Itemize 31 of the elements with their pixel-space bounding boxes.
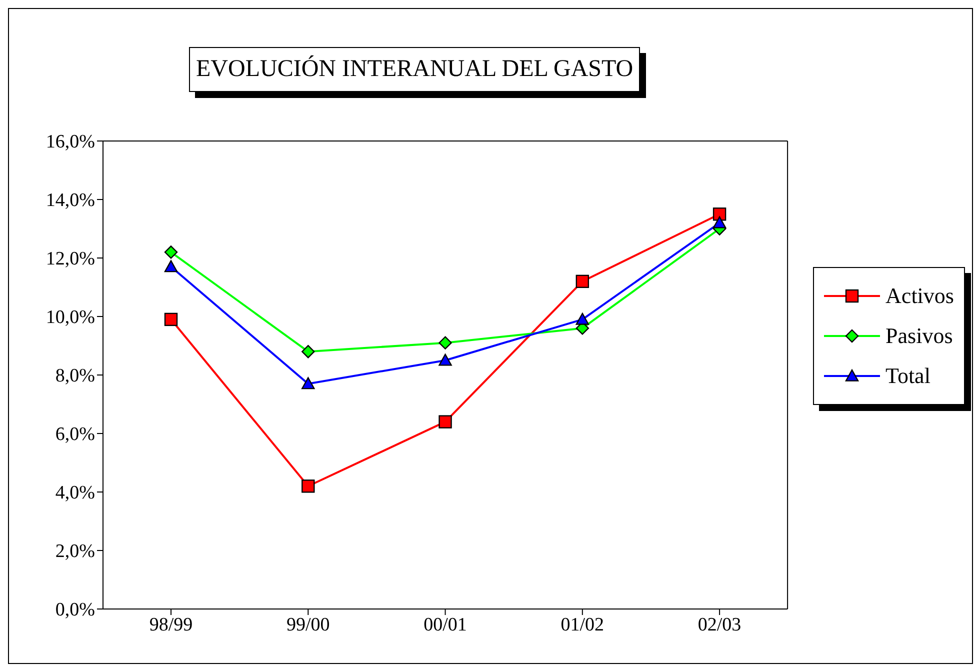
x-tick-label: 02/03 [698, 614, 742, 636]
y-tick-label: 14,0% [46, 190, 96, 212]
x-tick-label: 98/99 [149, 614, 193, 636]
point [712, 216, 726, 228]
y-tick-label: 8,0% [55, 366, 96, 387]
y-tick-label: 16,0% [46, 132, 96, 153]
y-tick-label: 6,0% [55, 424, 96, 446]
y-tick-label: 10,0% [46, 307, 96, 328]
legend-label: Activos [886, 283, 954, 309]
chart-title: EVOLUCIÓN INTERANUAL DEL GASTO [189, 47, 640, 92]
point [302, 345, 315, 358]
x-tick-label: 01/02 [560, 614, 604, 636]
y-tick-label: 12,0% [46, 248, 96, 270]
point [302, 377, 315, 390]
point [438, 354, 452, 366]
y-tick-label: 2,0% [55, 541, 96, 562]
x-tick-label: 00/01 [424, 614, 467, 636]
point [164, 246, 178, 259]
point [712, 208, 726, 221]
point [164, 260, 178, 272]
point [438, 336, 452, 350]
legend-label: Total [886, 363, 930, 389]
point [302, 480, 315, 493]
point [576, 274, 590, 288]
y-tick-label: 0,0% [55, 600, 96, 621]
point [576, 312, 590, 325]
legend-label: Pasivos [886, 323, 953, 349]
y-tick-label: 4,0% [55, 482, 96, 504]
x-tick-label: 99/00 [286, 614, 330, 636]
point [438, 415, 452, 428]
point [164, 312, 178, 326]
